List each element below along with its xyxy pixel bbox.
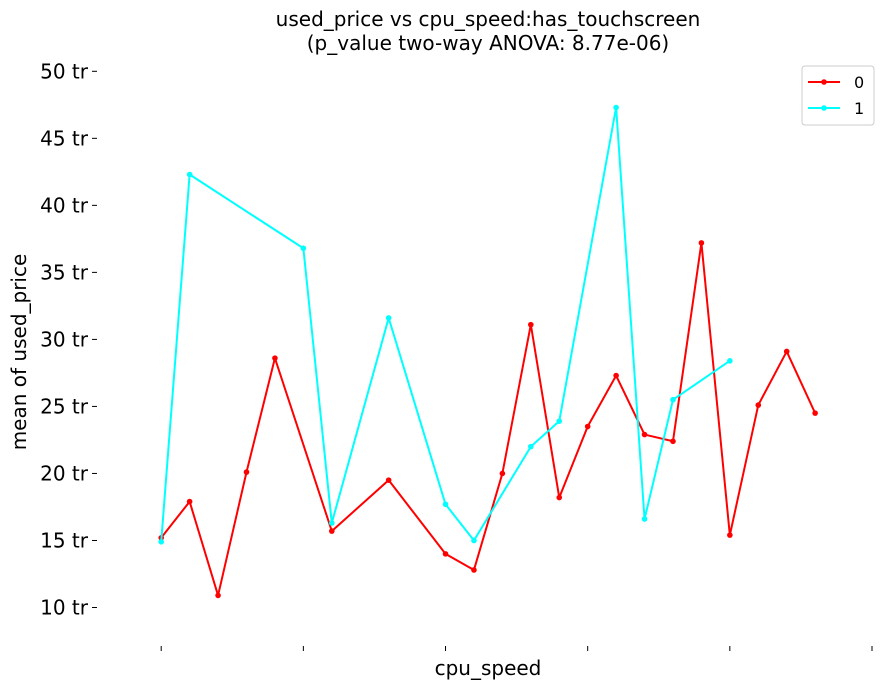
data-point (186, 171, 193, 178)
y-tick-label: 25 tr (40, 394, 89, 418)
series-1 (158, 104, 733, 545)
data-point (727, 358, 733, 364)
data-point (328, 528, 335, 534)
data-point (727, 532, 733, 538)
data-point (670, 396, 676, 403)
y-tick-label: 15 tr (40, 528, 89, 552)
data-point (385, 315, 392, 321)
legend-marker (821, 79, 827, 85)
series-0 (158, 240, 818, 599)
data-point (528, 321, 534, 328)
legend-label: 1 (854, 99, 864, 118)
data-point (442, 501, 449, 508)
data-point (613, 372, 619, 379)
data-point (698, 240, 705, 246)
data-point (641, 516, 648, 522)
data-point (186, 498, 193, 505)
data-point (755, 402, 762, 408)
series-line (160, 106, 731, 542)
legend-box (801, 65, 875, 126)
y-tick-label: 20 tr (40, 461, 89, 485)
data-point (158, 539, 164, 545)
data-point (556, 418, 563, 424)
data-point (499, 470, 506, 477)
data-point (670, 438, 676, 445)
data-point (442, 551, 449, 557)
y-tick-label: 40 tr (40, 193, 89, 217)
y-tick-label: 35 tr (40, 260, 89, 284)
data-point (812, 410, 818, 416)
series-layer (158, 104, 818, 599)
data-point (556, 494, 563, 501)
data-point (528, 443, 534, 450)
data-point (584, 423, 591, 430)
data-point (272, 355, 278, 361)
data-point (385, 477, 392, 483)
y-tick-label: 45 tr (40, 126, 89, 150)
data-point (613, 104, 619, 111)
y-tick-label: 50 tr (40, 59, 89, 83)
data-point (243, 469, 250, 475)
y-axis-label: mean of used_price (7, 254, 31, 451)
data-point (783, 348, 790, 355)
data-point (641, 431, 648, 438)
y-axis: 10 tr 15 tr 20 tr 25 tr 30 tr 35 tr 40 tr 45 tr… (40, 59, 97, 620)
legend-marker (821, 105, 827, 111)
data-point (215, 592, 221, 599)
data-point (471, 567, 477, 573)
series-line (160, 241, 817, 597)
legend-item-0: 0 (808, 73, 864, 92)
y-tick-label: 30 tr (40, 327, 89, 351)
legend-item-1: 1 (808, 99, 864, 118)
x-axis (160, 646, 873, 651)
y-tick-label: 10 tr (40, 596, 89, 620)
legend-label: 0 (854, 73, 864, 92)
legend: 01 (801, 65, 875, 126)
x-axis-label: cpu_speed (435, 656, 542, 680)
data-point (471, 537, 477, 544)
data-point (300, 245, 307, 252)
chart-subtitle: (p_value two-way ANOVA: 8.77e-06) (307, 31, 669, 55)
data-point (328, 520, 335, 526)
chart-title: used_price vs cpu_speed:has_touchscreen (276, 7, 701, 31)
